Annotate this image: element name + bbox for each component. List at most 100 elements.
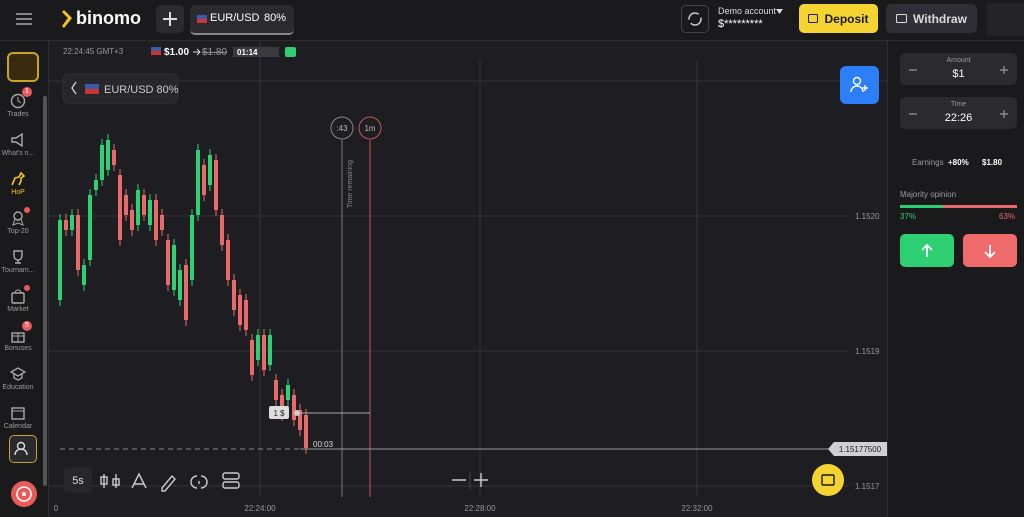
- sidebar-whats-new[interactable]: What's n...: [0, 132, 36, 157]
- help-button[interactable]: [11, 481, 37, 507]
- profile-area[interactable]: [987, 3, 1024, 36]
- bonuses-badge: 5: [22, 321, 32, 331]
- amount-field[interactable]: Amount $1: [900, 53, 1017, 85]
- dropdown-icon: [776, 9, 783, 14]
- deposit-button[interactable]: Deposit: [799, 4, 878, 33]
- candle-body: [112, 150, 116, 165]
- sidebar-hop[interactable]: HoP: [0, 171, 36, 196]
- candle-body: [70, 215, 74, 230]
- candle-body: [244, 300, 248, 330]
- earnings-label: Earnings: [912, 158, 944, 167]
- opinion-label: Majority opinion: [900, 190, 957, 199]
- logo-icon: [62, 10, 72, 28]
- candle-body: [226, 240, 230, 280]
- period: 1m: [364, 124, 375, 133]
- sidebar-label: Top-20: [7, 228, 29, 235]
- sidebar-education[interactable]: Education: [0, 366, 36, 391]
- time-tick: 22:28:00: [464, 504, 496, 513]
- candle-body: [76, 215, 80, 270]
- price-tick: 1.1519: [855, 347, 880, 356]
- amount-label: Amount: [946, 57, 971, 64]
- timer-circle: [330, 116, 354, 140]
- asset-chip[interactable]: [62, 73, 179, 104]
- countdown: 01:14: [237, 48, 258, 57]
- menu-icon[interactable]: [16, 12, 32, 26]
- sidebar-trades[interactable]: Trades: [0, 93, 36, 118]
- time-tick: 0: [54, 504, 59, 513]
- time-field[interactable]: Time 22:26: [900, 97, 1017, 129]
- candle-body: [232, 280, 236, 310]
- minus[interactable]: [908, 109, 918, 119]
- social-button[interactable]: [840, 66, 879, 104]
- logo[interactable]: binomo: [76, 8, 141, 28]
- sidebar-top20[interactable]: Top-20: [0, 210, 36, 235]
- candle-body: [124, 195, 128, 215]
- trade-point: [294, 410, 300, 416]
- sidebar-bonuses[interactable]: Bonuses: [0, 327, 36, 352]
- support-user-button[interactable]: [9, 435, 37, 463]
- candle-body: [298, 410, 302, 430]
- sidebar-label: Trades: [7, 111, 29, 118]
- social-icon: [850, 85, 868, 93]
- candle-body: [118, 175, 122, 240]
- down-pct: 63%: [999, 212, 1016, 221]
- bet: $1.00: [164, 47, 189, 58]
- time-remaining: Time remaining: [347, 160, 354, 208]
- deposit-label: Deposit: [824, 11, 869, 26]
- candle-body: [196, 150, 200, 215]
- account-type[interactable]: Demo account: [718, 6, 777, 16]
- trade-panel: Amount $1 Time 22:26 Earnings +80% $1.80…: [887, 41, 1024, 517]
- grid: [49, 41, 887, 497]
- candle-body: [154, 200, 158, 240]
- toolbar-icons[interactable]: [100, 472, 488, 492]
- plus[interactable]: [999, 65, 1009, 75]
- time-label: Time: [950, 101, 967, 108]
- interval-button[interactable]: [64, 467, 92, 493]
- earnings: $1.80: [982, 158, 1003, 167]
- candle-body: [100, 145, 104, 180]
- candle-body: [82, 265, 86, 285]
- candle-body: [304, 415, 308, 448]
- avatar[interactable]: [7, 52, 39, 82]
- account-balance: $*********: [718, 18, 763, 30]
- candle-body: [88, 195, 92, 260]
- candle-body: [160, 215, 164, 230]
- switch-account-button[interactable]: [681, 5, 709, 33]
- trade-amount: 1 $: [273, 409, 285, 418]
- time-tick: 22:24:00: [244, 504, 276, 513]
- candle-body: [220, 215, 224, 245]
- minus[interactable]: [908, 65, 918, 75]
- add-asset-button[interactable]: [156, 5, 184, 33]
- down-button[interactable]: [963, 234, 1017, 267]
- sidebar-tournaments[interactable]: Tournam...: [0, 249, 36, 274]
- up-button[interactable]: [900, 234, 954, 267]
- sidebar-calendar[interactable]: Calendar: [0, 405, 36, 430]
- trades-fab-icon: [821, 474, 835, 486]
- trade-timer: 00:03: [313, 440, 334, 449]
- clock: 22:24:45 GMT+3: [63, 47, 124, 56]
- asset-tab[interactable]: EUR/USD 80%: [190, 5, 294, 35]
- withdraw-button[interactable]: Withdraw: [886, 4, 977, 33]
- candle-body: [286, 385, 290, 400]
- plus[interactable]: [999, 109, 1009, 119]
- candle-body: [136, 190, 140, 225]
- candle-body: [172, 245, 176, 290]
- candle-body: [178, 270, 182, 300]
- candle-body: [58, 220, 62, 300]
- candle-body: [256, 335, 260, 360]
- sidebar-label: Education: [2, 384, 34, 391]
- trades-fab[interactable]: [812, 464, 844, 496]
- candle-body: [94, 180, 98, 190]
- payout-struck: $1.80: [202, 47, 227, 58]
- candle-body: [238, 295, 242, 325]
- up-icon: [285, 47, 296, 57]
- trades-badge: 1: [22, 87, 32, 97]
- up-pct: 37%: [900, 212, 917, 221]
- top-bar: binomo EUR/USD 80% Demo account $*******…: [0, 0, 1024, 41]
- countdown-box: [233, 47, 279, 57]
- period-circle: [358, 116, 382, 140]
- social-icon: [852, 76, 862, 86]
- sidebar-market[interactable]: Market: [0, 288, 36, 313]
